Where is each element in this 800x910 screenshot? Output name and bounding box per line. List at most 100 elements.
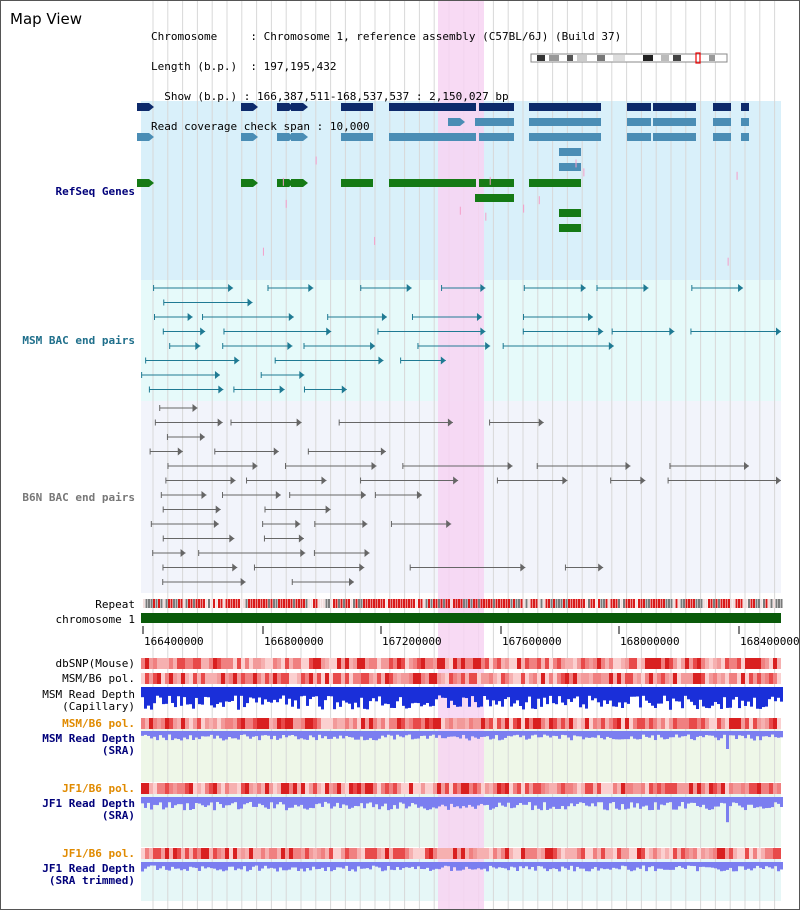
dbsnp-cell: [549, 658, 553, 669]
gene-block[interactable]: [713, 118, 731, 126]
jf1-b6-pol-2-cell: [633, 848, 637, 859]
track-label-msm-bac[interactable]: MSM BAC end pairs: [22, 334, 135, 347]
gene-block[interactable]: [653, 103, 696, 111]
gene-arrow[interactable]: [303, 133, 308, 141]
msm-depth-sra-bar: [171, 731, 174, 741]
msm-b6-pol-2-cell: [681, 718, 685, 729]
gene-block[interactable]: [741, 103, 749, 111]
gene-arrow[interactable]: [253, 179, 258, 187]
gene-block[interactable]: [627, 133, 651, 141]
dbsnp-cell: [373, 658, 377, 669]
msm-b6-pol-1-cell: [461, 673, 465, 684]
msm-b6-pol-2-cell: [369, 718, 373, 729]
gene-block[interactable]: [137, 179, 149, 187]
msm-depth-cap-bar: [486, 687, 489, 700]
msm-depth-cap-bar: [228, 687, 231, 702]
gene-block[interactable]: [627, 118, 651, 126]
repeat-segment: [310, 599, 313, 608]
gene-block[interactable]: [341, 133, 373, 141]
gene-block[interactable]: [137, 133, 149, 141]
gene-block[interactable]: [627, 103, 651, 111]
ideogram-position-marker[interactable]: [695, 52, 701, 64]
msm-depth-cap-bar: [438, 687, 441, 696]
jf1-depth-sra-bar: [729, 797, 732, 807]
b6n-bac-end-arrow: [232, 563, 238, 572]
gene-arrow[interactable]: [253, 133, 258, 141]
msm-depth-cap-bar: [357, 687, 360, 708]
gene-arrow[interactable]: [253, 103, 258, 111]
msm-depth-sra-bar: [594, 731, 597, 738]
gene-block[interactable]: [291, 133, 303, 141]
gene-block[interactable]: [559, 209, 581, 217]
gene-arrow[interactable]: [149, 103, 154, 111]
gene-block[interactable]: [277, 103, 289, 111]
gene-block[interactable]: [137, 103, 149, 111]
msm-b6-pol-1-cell: [561, 673, 565, 684]
gene-arrow[interactable]: [149, 179, 154, 187]
jf1-depth-trim-bar: [366, 862, 369, 869]
gene-block[interactable]: [341, 179, 373, 187]
gene-block[interactable]: [559, 163, 581, 171]
track-label-b6n-bac[interactable]: B6N BAC end pairs: [22, 491, 135, 504]
gene-arrow[interactable]: [149, 133, 154, 141]
gene-block[interactable]: [653, 133, 696, 141]
gene-arrow[interactable]: [303, 103, 308, 111]
gene-block[interactable]: [653, 118, 696, 126]
dbsnp-cell: [317, 658, 321, 669]
msm-depth-sra-bar: [612, 731, 615, 740]
gene-block[interactable]: [448, 118, 460, 126]
gene-block[interactable]: [741, 118, 749, 126]
msm-depth-sra-bar: [231, 731, 234, 739]
selected-region-highlight[interactable]: [438, 1, 484, 909]
gene-block[interactable]: [479, 179, 514, 187]
gene-block[interactable]: [713, 103, 731, 111]
repeat-segment: [450, 599, 453, 608]
jf1-depth-trim-bar: [711, 862, 714, 868]
gene-block[interactable]: [389, 179, 476, 187]
jf1-b6-pol-1-cell: [757, 783, 761, 794]
gene-arrow[interactable]: [303, 179, 308, 187]
dbsnp-cell: [773, 658, 777, 669]
repeat-segment: [463, 599, 465, 608]
jf1-depth-sra-bar: [234, 797, 237, 803]
msm-b6-pol-1-cell: [625, 673, 629, 684]
gene-block[interactable]: [341, 103, 373, 111]
gene-block[interactable]: [529, 118, 601, 126]
msm-depth-cap-bar: [273, 687, 276, 700]
gene-arrow[interactable]: [460, 118, 465, 126]
gene-block[interactable]: [475, 118, 514, 126]
gene-block[interactable]: [741, 133, 749, 141]
gene-block[interactable]: [529, 103, 601, 111]
chromosome-bar[interactable]: [141, 613, 781, 623]
span-value: 10,000: [329, 120, 370, 133]
gene-block[interactable]: [389, 133, 476, 141]
gene-block[interactable]: [277, 133, 289, 141]
gene-block[interactable]: [559, 148, 581, 156]
gene-block[interactable]: [241, 179, 253, 187]
gene-block[interactable]: [475, 194, 514, 202]
gene-block[interactable]: [389, 103, 476, 111]
jf1-b6-pol-2-cell: [685, 848, 689, 859]
gene-block[interactable]: [529, 179, 581, 187]
jf1-b6-pol-2-cell: [173, 848, 177, 859]
gene-block[interactable]: [291, 179, 303, 187]
gene-block[interactable]: [559, 224, 581, 232]
gene-block[interactable]: [479, 103, 514, 111]
msm-depth-sra-bar: [426, 731, 429, 739]
msm-depth-sra-bar: [261, 731, 264, 736]
repeat-segment: [228, 599, 230, 608]
msm-depth-cap-bar: [711, 687, 714, 706]
track-label-refseq[interactable]: RefSeq Genes: [55, 185, 135, 198]
gene-block[interactable]: [291, 103, 303, 111]
jf1-b6-pol-2-cell: [465, 848, 469, 859]
gene-block[interactable]: [713, 133, 731, 141]
msm-depth-cap-bar: [576, 687, 579, 697]
gene-block[interactable]: [241, 133, 253, 141]
msm-depth-sra-bar: [609, 731, 612, 738]
msm-b6-pol-2-cell: [337, 718, 341, 729]
gene-block[interactable]: [241, 103, 253, 111]
gene-block[interactable]: [479, 133, 514, 141]
jf1-depth-sra-bar: [348, 797, 351, 809]
gene-block[interactable]: [529, 133, 601, 141]
